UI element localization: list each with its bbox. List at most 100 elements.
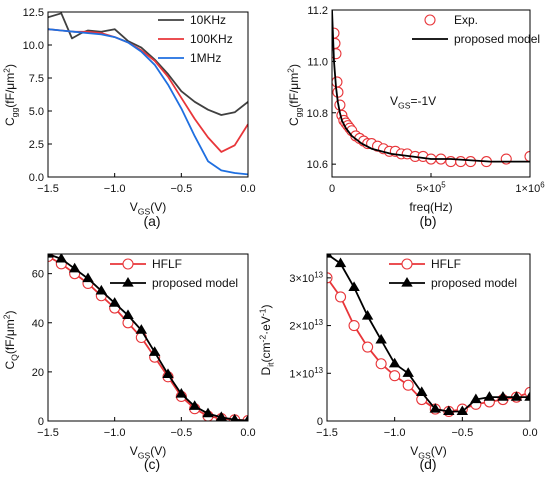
panel-caption-b: (b) (419, 213, 436, 229)
legend-a: 10KHz 100KHz 1MHz (158, 13, 233, 65)
plot-area-b (332, 10, 530, 168)
y-tick-label-d-0: 0 (317, 416, 323, 428)
plot-area-d (327, 254, 530, 418)
data-point-b-0-27 (445, 156, 457, 168)
data-point-d-1-11 (470, 393, 482, 404)
x-axis-label-b: freq(Hz) (409, 200, 452, 214)
y-tick-label-a-0: 0.0 (29, 172, 44, 184)
x-tick-label-b-1: 5×105 (416, 181, 446, 196)
x-axis-label-d: VGS(V) (410, 444, 446, 461)
data-point-d-1-2 (348, 281, 360, 291)
y-tick-label-d-3: 3×1013 (289, 270, 323, 285)
data-point-c-1-0 (48, 254, 54, 258)
data-point-d-0-5 (389, 370, 401, 382)
data-point-c-1-15 (244, 414, 248, 421)
data-point-c-1-8 (148, 346, 161, 356)
series-line-b-1 (332, 10, 530, 163)
x-tick-label-b-0: 0 (329, 183, 335, 195)
data-point-b-0-28 (455, 156, 467, 168)
data-point-c-1-2 (68, 262, 81, 273)
y-tick-label-a-5: 12.5 (23, 7, 44, 19)
legend-label-a-2: 1MHz (190, 51, 221, 65)
data-point-d-0-4 (375, 358, 387, 370)
legend-b: Exp. proposed model (412, 13, 540, 46)
legend-label-b-1: proposed model (454, 32, 540, 46)
series-line-d-1 (327, 254, 530, 413)
data-point-d-1-9 (443, 405, 455, 416)
data-point-c-1-12 (202, 407, 214, 418)
legend-marker-c-0 (122, 258, 134, 270)
y-tick-label-a-2: 5.0 (29, 106, 44, 118)
x-axis-label-a: VGS(V) (130, 200, 166, 217)
data-point-c-1-14 (230, 413, 239, 421)
annotation-b: VGS=-1V (390, 94, 436, 111)
y-tick-label-a-4: 10.0 (23, 40, 44, 52)
y-axis-label-d: Dit(cm-2·eV-1) (258, 304, 276, 375)
data-point-c-1-1 (55, 254, 68, 263)
data-point-d-1-1 (334, 257, 347, 268)
y-tick-label-d-1: 1×1013 (289, 366, 323, 381)
data-point-d-1-10 (456, 405, 469, 416)
data-point-b-0-3 (332, 76, 343, 88)
series-line-c-1 (48, 254, 248, 421)
data-point-c-1-3 (82, 272, 94, 283)
y-tick-label-c-0: 0 (38, 416, 44, 428)
data-point-d-1-4 (375, 333, 387, 344)
data-point-d-1-14 (510, 391, 523, 401)
series-line-d-0 (327, 277, 530, 413)
x-tick-label-d-2: −0.5 (451, 427, 473, 439)
x-tick-label-c-0: −1.5 (37, 427, 59, 439)
series-line-a-0 (48, 12, 248, 116)
data-point-c-1-6 (122, 309, 134, 319)
x-tick-label-d-1: −1.0 (384, 427, 406, 439)
data-point-d-1-13 (497, 391, 509, 401)
data-point-d-0-2 (348, 320, 360, 332)
y-tick-label-d-2: 2×1013 (289, 318, 323, 333)
data-point-d-1-3 (361, 310, 374, 320)
x-tick-label-a-0: −1.5 (37, 183, 59, 195)
x-tick-label-c-3: 0.0 (240, 427, 255, 439)
data-point-d-0-6 (402, 379, 414, 391)
data-point-d-1-0 (327, 254, 333, 258)
data-point-d-0-3 (362, 341, 374, 353)
plot-area-a (48, 12, 248, 176)
y-tick-label-c-3: 60 (32, 269, 44, 281)
data-point-c-1-7 (135, 324, 148, 334)
x-tick-label-d-0: −1.5 (316, 427, 338, 439)
legend-c: HFLF proposed model (110, 257, 238, 290)
panel-caption-c: (c) (144, 456, 160, 472)
y-tick-label-b-1: 10.8 (307, 108, 328, 120)
y-tick-label-b-0: 10.6 (307, 159, 328, 171)
data-point-d-1-15 (524, 391, 530, 401)
panel-b: 0 5×105 1×106 10.6 10.8 11.0 11.2 freq(Hz) Cgg(f… (286, 5, 546, 229)
data-point-c-1-4 (95, 284, 108, 295)
data-point-b-0-29 (465, 156, 477, 168)
y-tick-label-c-2: 40 (32, 318, 44, 330)
panel-c: −1.5 −1.0 −0.5 0.0 0 20 40 60 VGS(V) CQ(fF/μm2) (c… (2, 253, 256, 472)
legend-d: HFLF proposed model (389, 257, 517, 290)
series-line-a-1 (48, 28, 248, 153)
y-tick-label-a-1: 2.5 (29, 139, 44, 151)
x-tick-label-c-2: −0.5 (170, 427, 192, 439)
legend-marker-b-0 (424, 14, 436, 26)
legend-label-d-1: proposed model (431, 276, 517, 290)
data-point-d-1-12 (483, 391, 496, 401)
legend-label-c-0: HFLF (152, 257, 182, 271)
legend-label-c-1: proposed model (152, 276, 238, 290)
data-point-c-1-9 (162, 368, 174, 378)
legend-marker-d-1 (401, 277, 413, 287)
series-line-c-0 (48, 255, 248, 421)
y-tick-label-b-2: 11.0 (307, 56, 328, 68)
y-axis-label-c: CQ(fF/μm2) (2, 310, 20, 369)
data-point-c-1-10 (175, 387, 188, 398)
y-tick-label-b-3: 11.2 (307, 5, 328, 17)
panel-caption-a: (a) (143, 213, 160, 229)
x-tick-label-a-1: −1.0 (104, 183, 126, 195)
y-axis-label-b: Cgg(fF/μm2) (286, 64, 304, 126)
data-point-d-0-1 (334, 291, 347, 303)
y-tick-label-a-3: 7.5 (29, 73, 44, 85)
panel-caption-d: (d) (419, 456, 436, 472)
series-line-a-2 (48, 28, 248, 176)
data-point-d-1-8 (429, 403, 441, 413)
